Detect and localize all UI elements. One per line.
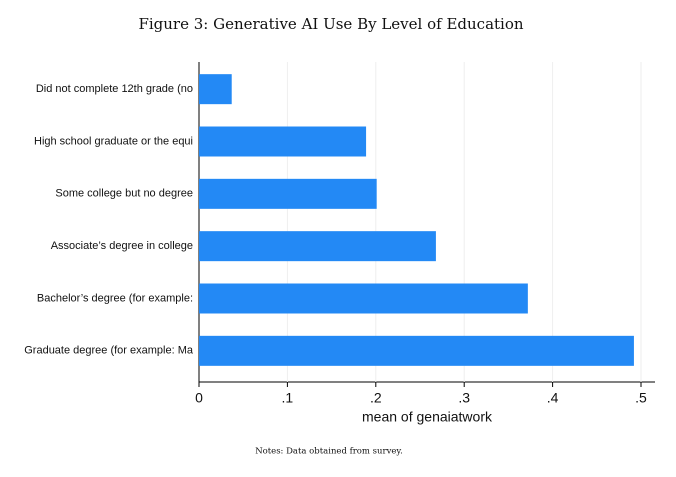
x-tick-label: .5 [635, 390, 647, 406]
note: Notes: Data obtained from survey. [255, 447, 403, 457]
y-tick-label: Bachelor’s degree (for example: [37, 292, 193, 304]
bar [199, 74, 232, 105]
chart-title: Figure 3: Generative AI Use By Level of … [138, 15, 523, 33]
y-tick-label: High school graduate or the equi [34, 135, 193, 147]
x-tick-label: .1 [282, 390, 294, 406]
bar [199, 178, 377, 209]
y-tick-label: Graduate degree (for example: Ma [24, 345, 194, 357]
bar [199, 126, 367, 157]
x-axis-label: mean of genaiatwork [362, 409, 493, 425]
y-tick-label: Some college but no degree [55, 188, 193, 200]
x-tick-label: .4 [547, 390, 559, 406]
bar [199, 283, 528, 314]
y-tick-label: Did not complete 12th grade (no [36, 83, 193, 95]
bar [199, 231, 436, 262]
bar [199, 335, 634, 366]
x-tick-label: 0 [195, 390, 203, 406]
x-tick-label: .2 [370, 390, 382, 406]
x-tick-label: .3 [458, 390, 470, 406]
y-tick-label: Associate’s degree in college [51, 240, 193, 252]
